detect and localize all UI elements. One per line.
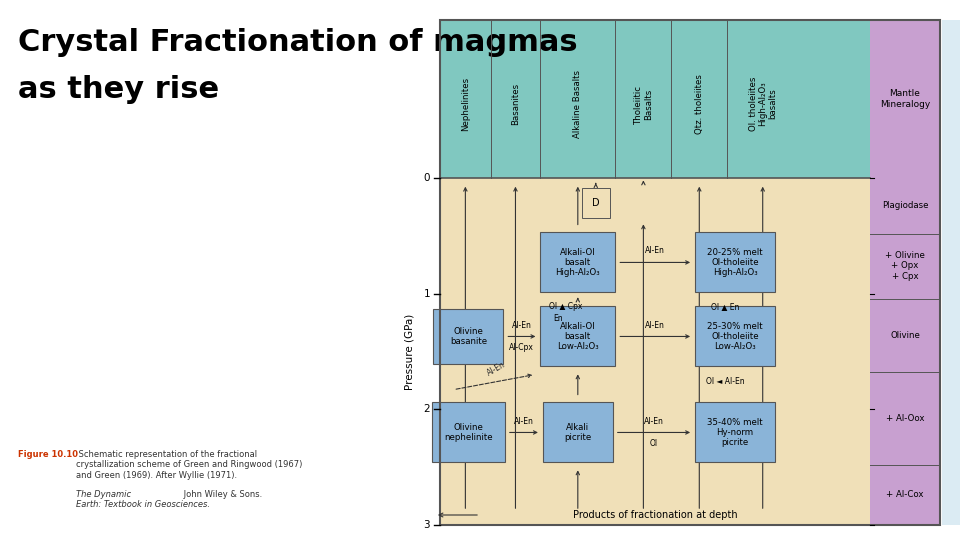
- Text: En: En: [553, 314, 563, 323]
- Text: Olivine
basanite: Olivine basanite: [450, 327, 487, 346]
- FancyBboxPatch shape: [440, 178, 870, 525]
- Text: Products of fractionation at depth: Products of fractionation at depth: [573, 510, 737, 520]
- Text: Mantle
Mineralogy: Mantle Mineralogy: [880, 89, 930, 109]
- Text: 3: 3: [423, 520, 430, 530]
- Text: + Al-Oox: + Al-Oox: [886, 414, 924, 423]
- Text: Alkaline Basalts: Alkaline Basalts: [573, 70, 583, 138]
- Text: Ol ▲ Cpx: Ol ▲ Cpx: [549, 302, 583, 311]
- FancyBboxPatch shape: [433, 309, 503, 364]
- Text: Al-En: Al-En: [512, 321, 532, 330]
- Text: Alkali-Ol
basalt
High-Al₂O₃: Alkali-Ol basalt High-Al₂O₃: [556, 247, 600, 278]
- FancyBboxPatch shape: [440, 20, 870, 178]
- Text: Ol ◄ Al-En: Ol ◄ Al-En: [706, 377, 744, 386]
- Text: Crystal Fractionation of magmas: Crystal Fractionation of magmas: [18, 28, 578, 57]
- Text: Al-En: Al-En: [486, 360, 507, 377]
- Text: The Dynamic
Earth: Textbook in Geosciences.: The Dynamic Earth: Textbook in Geoscienc…: [76, 490, 210, 509]
- FancyBboxPatch shape: [695, 402, 775, 462]
- Text: Ol ▲ En: Ol ▲ En: [710, 302, 739, 311]
- FancyBboxPatch shape: [695, 307, 775, 367]
- Text: Schematic representation of the fractional
crystallization scheme of Green and R: Schematic representation of the fraction…: [76, 450, 302, 480]
- Text: Qtz. tholeiites: Qtz. tholeiites: [695, 74, 704, 134]
- Text: + Al-Cox: + Al-Cox: [886, 490, 924, 500]
- Text: Al-Cpx: Al-Cpx: [510, 343, 535, 352]
- Text: Alkali
picrite: Alkali picrite: [564, 423, 591, 442]
- Text: 20-25% melt
Ol-tholeiite
High-Al₂O₃: 20-25% melt Ol-tholeiite High-Al₂O₃: [708, 247, 763, 278]
- FancyBboxPatch shape: [432, 402, 505, 462]
- Text: 1: 1: [423, 289, 430, 299]
- Text: Figure 10.10: Figure 10.10: [18, 450, 78, 459]
- Text: Al-En: Al-En: [644, 417, 664, 426]
- FancyBboxPatch shape: [695, 232, 775, 293]
- Text: Olivine: Olivine: [890, 331, 920, 340]
- Text: Ol: Ol: [650, 439, 658, 448]
- Text: Tholeiitic
Basalts: Tholeiitic Basalts: [634, 84, 653, 124]
- FancyBboxPatch shape: [942, 20, 960, 525]
- Text: Nephelinites: Nephelinites: [461, 77, 469, 131]
- FancyBboxPatch shape: [540, 307, 615, 367]
- FancyBboxPatch shape: [542, 402, 612, 462]
- FancyBboxPatch shape: [540, 232, 615, 293]
- Text: Pressure (GPa): Pressure (GPa): [405, 313, 415, 390]
- Text: as they rise: as they rise: [18, 75, 219, 104]
- FancyBboxPatch shape: [870, 20, 940, 525]
- Text: 0: 0: [423, 173, 430, 183]
- Text: Alkali-Ol
basalt
Low-Al₂O₃: Alkali-Ol basalt Low-Al₂O₃: [557, 321, 599, 352]
- Text: John Wiley & Sons.: John Wiley & Sons.: [181, 490, 262, 499]
- Text: D: D: [592, 198, 600, 208]
- Text: 2: 2: [423, 404, 430, 414]
- Text: Basanites: Basanites: [511, 83, 520, 125]
- FancyBboxPatch shape: [582, 188, 610, 219]
- Text: Al-En: Al-En: [645, 321, 665, 330]
- Text: Ol. tholeiites
High-Al₂O₃
basalts: Ol. tholeiites High-Al₂O₃ basalts: [749, 77, 777, 131]
- Text: Olivine
nephelinite: Olivine nephelinite: [444, 423, 492, 442]
- Text: 25-30% melt
Ol-tholeiite
Low-Al₂O₃: 25-30% melt Ol-tholeiite Low-Al₂O₃: [708, 321, 763, 352]
- Text: Al-En: Al-En: [645, 246, 665, 255]
- Text: + Olivine
+ Opx
+ Cpx: + Olivine + Opx + Cpx: [885, 251, 924, 281]
- Text: Plagiodase: Plagiodase: [881, 201, 928, 210]
- Text: 35-40% melt
Hy-norm
picrite: 35-40% melt Hy-norm picrite: [708, 417, 763, 447]
- Text: Al-En: Al-En: [514, 417, 534, 426]
